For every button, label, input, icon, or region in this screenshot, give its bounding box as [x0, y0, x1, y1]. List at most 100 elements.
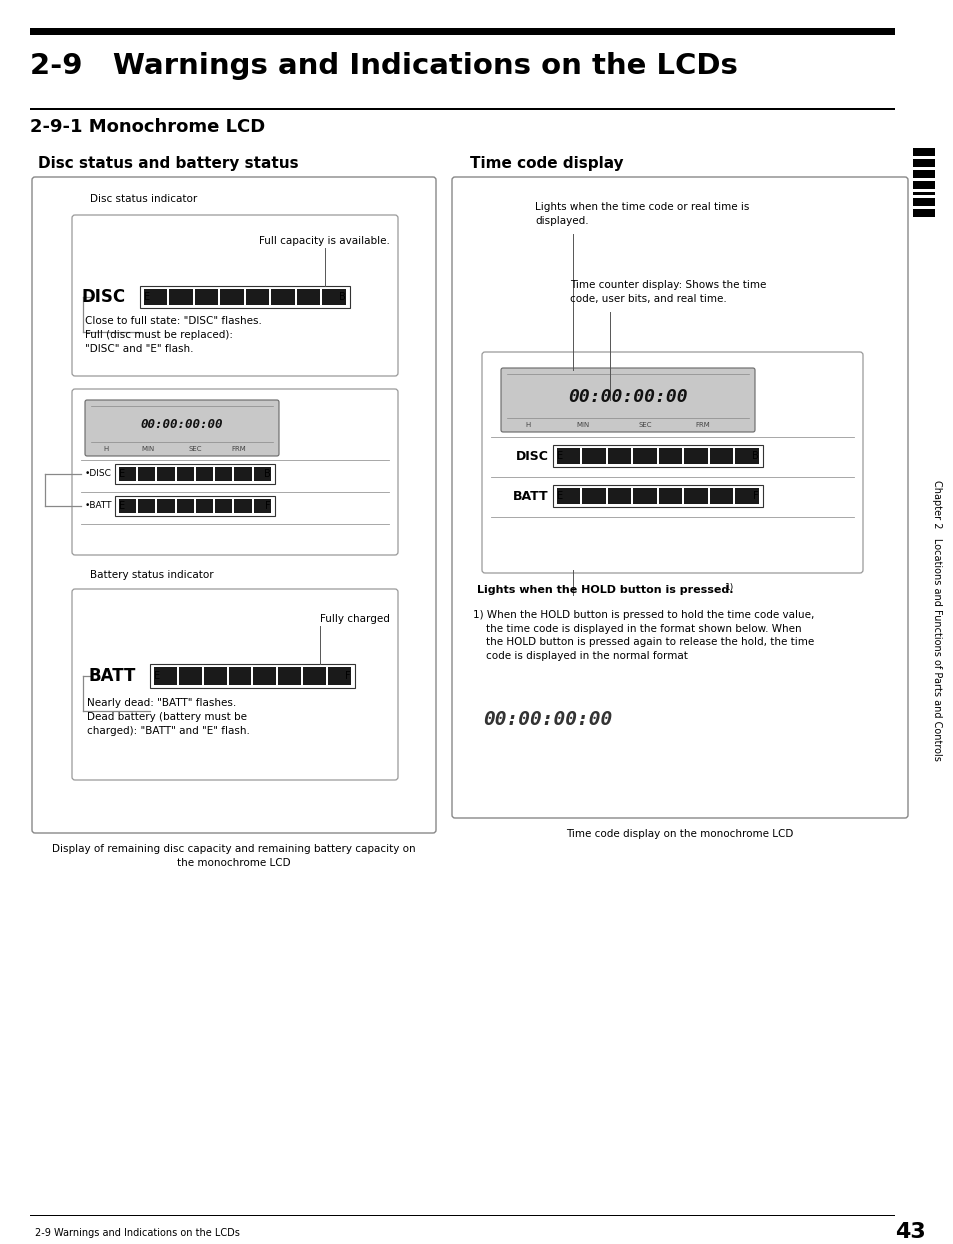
Bar	[229, 667, 252, 685]
Text: Chapter 2   Locations and Functions of Parts and Controls: Chapter 2 Locations and Functions of Par…	[931, 480, 941, 760]
Text: Time counter display: Shows the time
code, user bits, and real time.: Time counter display: Shows the time cod…	[569, 280, 765, 304]
Bar	[220, 289, 244, 305]
Bar	[115, 496, 274, 516]
FancyBboxPatch shape	[71, 215, 397, 376]
Bar	[115, 464, 274, 484]
Bar	[138, 499, 155, 513]
Text: DISC: DISC	[516, 449, 548, 463]
Bar	[553, 485, 762, 508]
Bar	[912, 198, 934, 207]
Bar	[119, 466, 136, 481]
Text: F: F	[265, 501, 271, 511]
Text: 00:00:00:00: 00:00:00:00	[141, 418, 223, 432]
Text: Disc status and battery status: Disc status and battery status	[38, 156, 298, 170]
Bar	[607, 488, 631, 504]
FancyBboxPatch shape	[32, 177, 436, 833]
Text: DISC: DISC	[82, 289, 126, 306]
Text: E: E	[557, 452, 562, 462]
Text: 43: 43	[894, 1222, 924, 1242]
Bar	[246, 289, 269, 305]
Text: BATT: BATT	[89, 667, 136, 685]
Bar	[140, 286, 350, 309]
Bar	[157, 499, 174, 513]
Text: E: E	[119, 501, 125, 511]
FancyBboxPatch shape	[71, 588, 397, 780]
Bar	[272, 289, 294, 305]
Bar	[144, 289, 168, 305]
Text: B: B	[752, 452, 759, 462]
Bar	[119, 499, 136, 513]
Bar	[582, 448, 605, 464]
Text: H: H	[525, 422, 530, 428]
Text: Nearly dead: "BATT" flashes.
Dead battery (battery must be
charged): "BATT" and : Nearly dead: "BATT" flashes. Dead batter…	[87, 698, 250, 736]
Bar	[30, 29, 894, 35]
Text: E: E	[144, 292, 150, 302]
Text: FRM: FRM	[695, 422, 710, 428]
Bar	[912, 192, 934, 195]
Bar	[215, 499, 233, 513]
FancyBboxPatch shape	[85, 401, 278, 457]
Text: 00:00:00:00: 00:00:00:00	[568, 388, 687, 406]
Text: Lights when the HOLD button is pressed.: Lights when the HOLD button is pressed.	[476, 585, 733, 595]
Bar	[659, 488, 681, 504]
Bar	[157, 466, 174, 481]
Bar	[176, 499, 193, 513]
Bar	[204, 667, 227, 685]
Bar	[912, 159, 934, 167]
Bar	[322, 289, 346, 305]
Bar	[912, 170, 934, 178]
Bar	[912, 148, 934, 156]
Text: MIN: MIN	[141, 447, 154, 452]
Bar	[194, 289, 218, 305]
FancyBboxPatch shape	[71, 389, 397, 555]
Text: Battery status indicator: Battery status indicator	[90, 570, 213, 580]
FancyBboxPatch shape	[452, 177, 907, 819]
Bar	[303, 667, 326, 685]
Bar	[195, 499, 213, 513]
Bar	[557, 448, 579, 464]
Text: 00:00:00:00: 00:00:00:00	[482, 710, 612, 729]
Text: Display of remaining disc capacity and remaining battery capacity on
the monochr: Display of remaining disc capacity and r…	[52, 843, 416, 868]
Bar	[170, 289, 193, 305]
Text: E: E	[557, 491, 562, 501]
Text: 1): 1)	[724, 583, 734, 592]
Bar	[607, 448, 631, 464]
Bar	[912, 209, 934, 216]
Text: E: E	[119, 469, 125, 479]
Text: Time code display: Time code display	[470, 156, 623, 170]
Bar	[150, 664, 355, 688]
Bar	[278, 667, 301, 685]
Text: FRM: FRM	[232, 447, 246, 452]
Text: 2-9   Warnings and Indications on the LCDs: 2-9 Warnings and Indications on the LCDs	[30, 52, 737, 80]
Bar	[633, 488, 657, 504]
Text: H: H	[103, 447, 109, 452]
Bar	[912, 180, 934, 189]
Text: B: B	[264, 469, 271, 479]
Text: 2-9-1 Monochrome LCD: 2-9-1 Monochrome LCD	[30, 118, 265, 136]
Bar	[633, 448, 657, 464]
Text: •DISC: •DISC	[85, 469, 112, 479]
Text: 2-9 Warnings and Indications on the LCDs: 2-9 Warnings and Indications on the LCDs	[35, 1228, 239, 1238]
Bar	[176, 466, 193, 481]
Bar	[234, 499, 252, 513]
Text: F: F	[753, 491, 759, 501]
Bar	[328, 667, 351, 685]
Text: •BATT: •BATT	[85, 501, 112, 510]
Bar	[195, 466, 213, 481]
Text: Time code display on the monochrome LCD: Time code display on the monochrome LCD	[566, 829, 793, 838]
Text: BATT: BATT	[513, 489, 548, 503]
Bar	[178, 667, 201, 685]
Text: B: B	[339, 292, 346, 302]
Text: F: F	[345, 671, 351, 680]
Text: E: E	[153, 671, 160, 680]
Text: 1) When the HOLD button is pressed to hold the time code value,
    the time cod: 1) When the HOLD button is pressed to ho…	[473, 610, 814, 661]
Text: SEC: SEC	[639, 422, 652, 428]
Bar	[138, 466, 155, 481]
Bar	[735, 488, 759, 504]
Text: SEC: SEC	[189, 447, 202, 452]
Text: Lights when the time code or real time is
displayed.: Lights when the time code or real time i…	[535, 202, 749, 226]
Text: MIN: MIN	[576, 422, 589, 428]
Text: Disc status indicator: Disc status indicator	[90, 194, 197, 204]
Text: Fully charged: Fully charged	[320, 615, 390, 624]
Bar	[582, 488, 605, 504]
